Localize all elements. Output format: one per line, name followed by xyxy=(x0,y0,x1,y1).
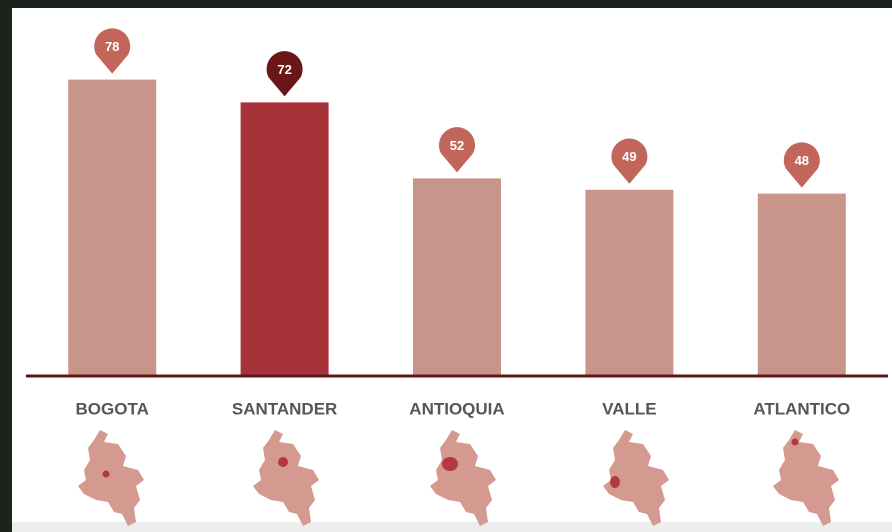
value-pin xyxy=(94,28,131,74)
bar xyxy=(757,193,846,376)
category-label: ANTIOQUIA xyxy=(409,399,504,418)
bar xyxy=(68,79,157,376)
value-label: 52 xyxy=(450,138,464,153)
value-label: 48 xyxy=(795,153,809,168)
value-pin xyxy=(611,138,648,184)
category-label: BOGOTA xyxy=(76,399,149,418)
category-label: SANTANDER xyxy=(232,399,337,418)
map xyxy=(603,430,669,526)
map xyxy=(430,430,496,526)
category-label: ATLANTICO xyxy=(753,399,850,418)
maps xyxy=(78,430,839,526)
bar xyxy=(413,178,501,376)
panel-footer xyxy=(12,522,892,532)
category-label: VALLE xyxy=(602,399,656,418)
value-label: 49 xyxy=(622,149,636,164)
map xyxy=(253,430,319,526)
value-label: 78 xyxy=(105,39,119,54)
bar xyxy=(240,102,329,377)
value-pin xyxy=(439,127,475,173)
bar xyxy=(585,189,674,376)
map xyxy=(773,430,839,526)
map xyxy=(78,430,144,526)
value-label: 72 xyxy=(277,62,291,77)
value-pin xyxy=(266,51,303,97)
value-pin xyxy=(783,142,820,188)
